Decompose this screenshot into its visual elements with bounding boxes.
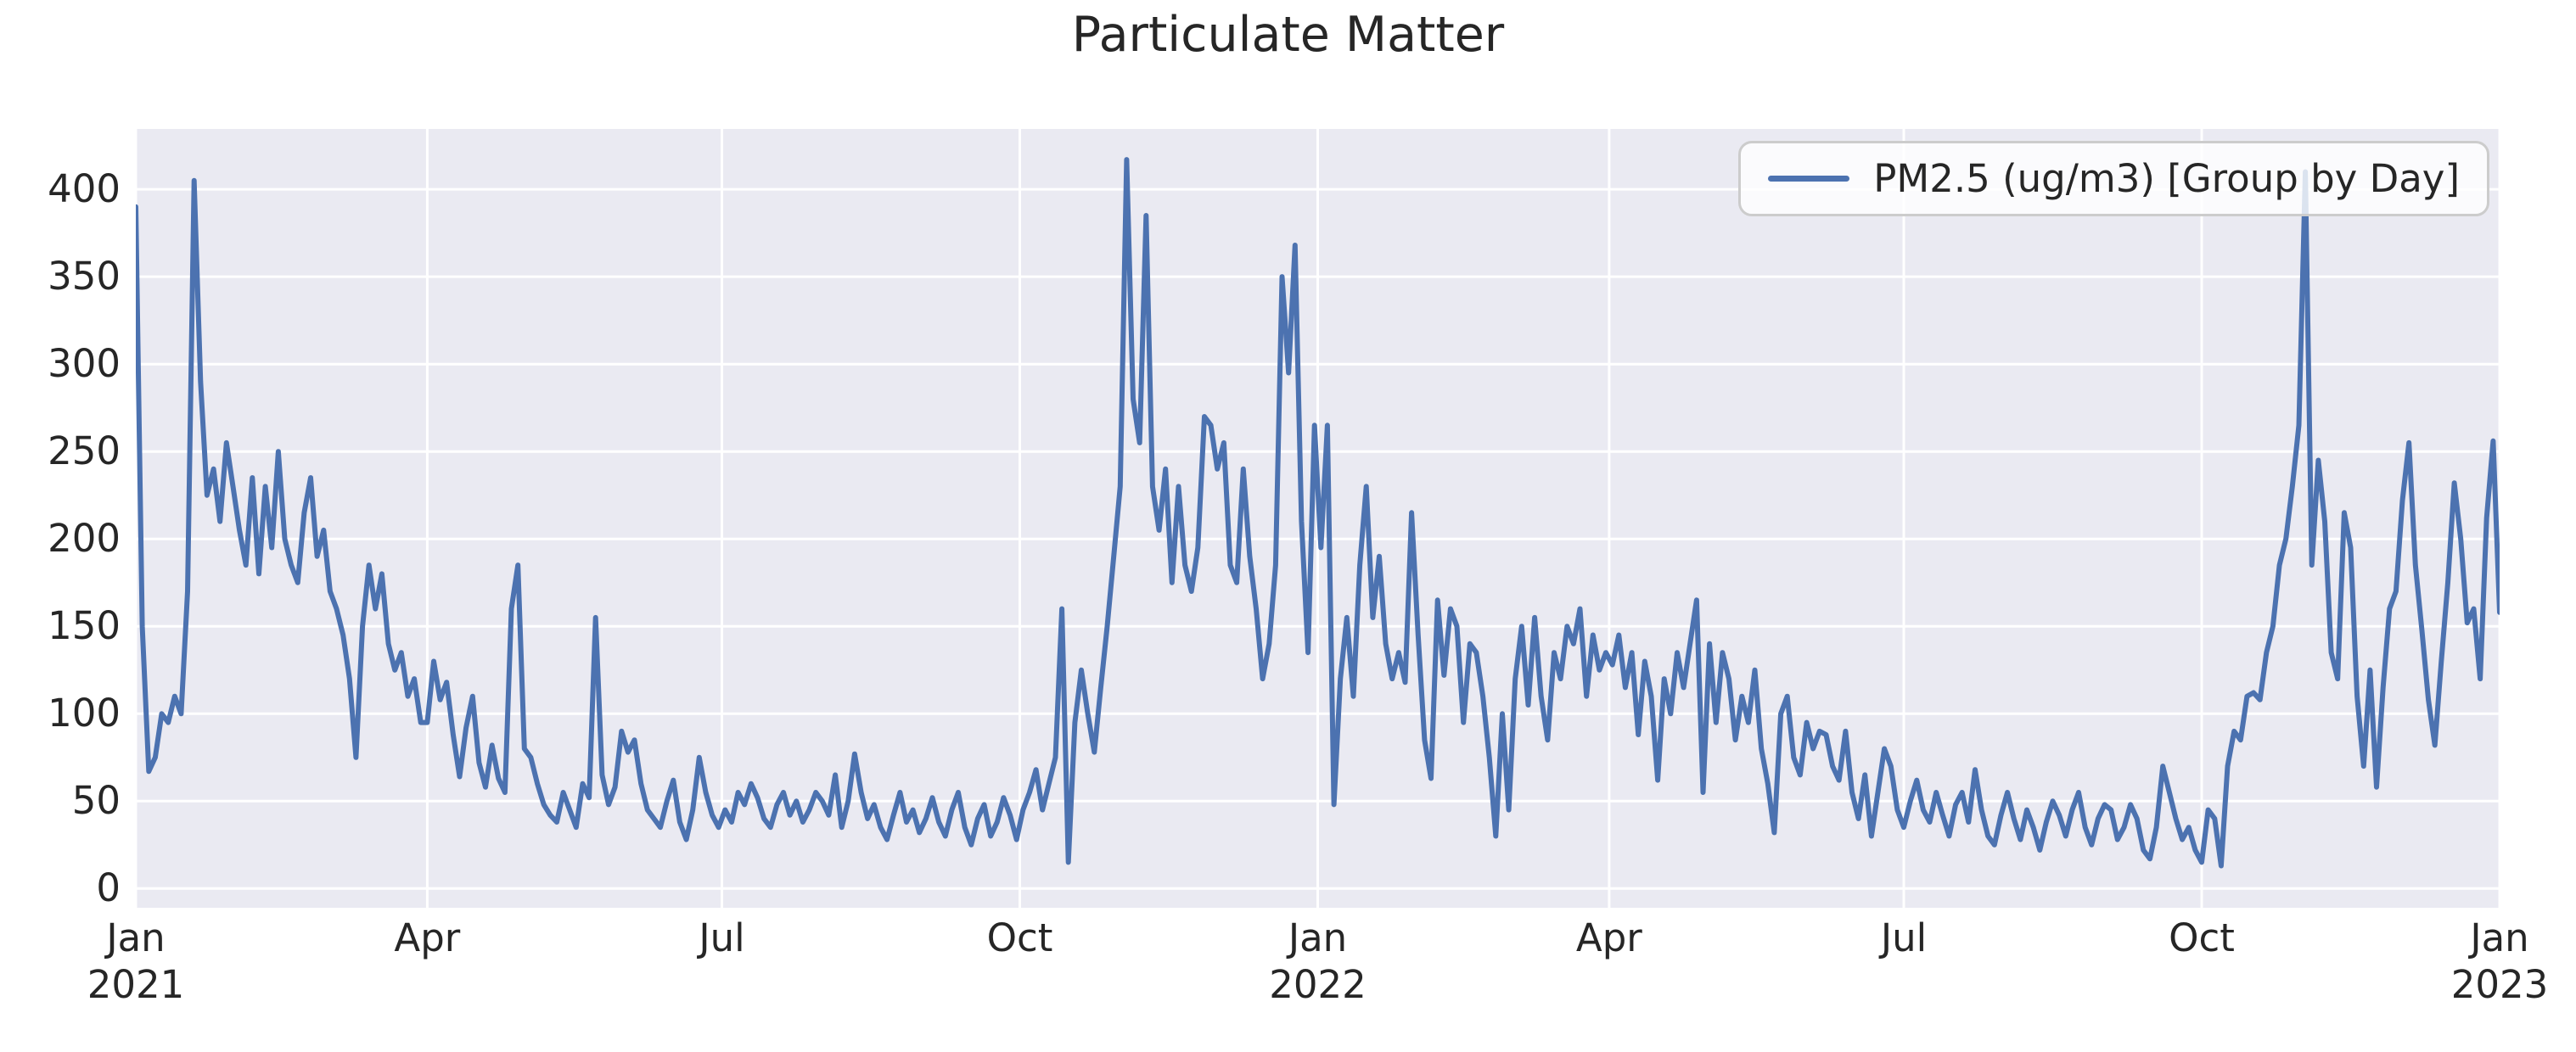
x-tick-month: Oct [2169,915,2235,960]
y-tick-label: 100 [48,691,121,736]
x-tick-label: Jul [1802,915,2006,961]
x-tick-month: Jan [106,915,166,960]
y-tick-label: 0 [96,865,121,911]
x-tick-year: 2023 [2450,962,2549,1007]
y-tick-label: 400 [48,166,121,212]
x-tick-month: Jan [2470,915,2529,960]
y-tick-label: 300 [48,341,121,387]
y-tick-label: 150 [48,603,121,649]
x-tick-label: Apr [325,915,529,961]
y-tick-label: 50 [71,778,121,824]
pm25-series-line [136,157,2500,869]
x-tick-label: Apr [1507,915,1711,961]
x-tick-month: Apr [394,915,461,960]
x-tick-label: Jan 2022 [1216,915,1420,1008]
x-tick-label: Oct [918,915,1122,961]
legend-label: PM2.5 (ug/m3) [Group by Day] [1873,156,2460,201]
x-tick-month: Jul [699,915,745,960]
legend-line-sample-icon [1768,176,1850,182]
x-tick-label: Oct [2100,915,2304,961]
y-tick-label: 200 [48,516,121,562]
x-tick-label: Jul [620,915,824,961]
line-plot-svg [136,129,2500,908]
x-tick-month: Apr [1575,915,1642,960]
y-tick-label: 350 [48,254,121,299]
x-tick-label: Jan 2021 [34,915,238,1008]
x-tick-year: 2021 [87,962,185,1007]
x-tick-month: Jan [1288,915,1348,960]
y-tick-label: 250 [48,428,121,474]
x-tick-label: Jan 2023 [2398,915,2576,1008]
plot-area: PM2.5 (ug/m3) [Group by Day] [136,129,2500,908]
x-tick-year: 2022 [1269,962,1367,1007]
chart-title: Particulate Matter [1071,7,1505,63]
legend: PM2.5 (ug/m3) [Group by Day] [1738,141,2489,216]
x-tick-month: Oct [986,915,1053,960]
x-tick-month: Jul [1880,915,1928,960]
